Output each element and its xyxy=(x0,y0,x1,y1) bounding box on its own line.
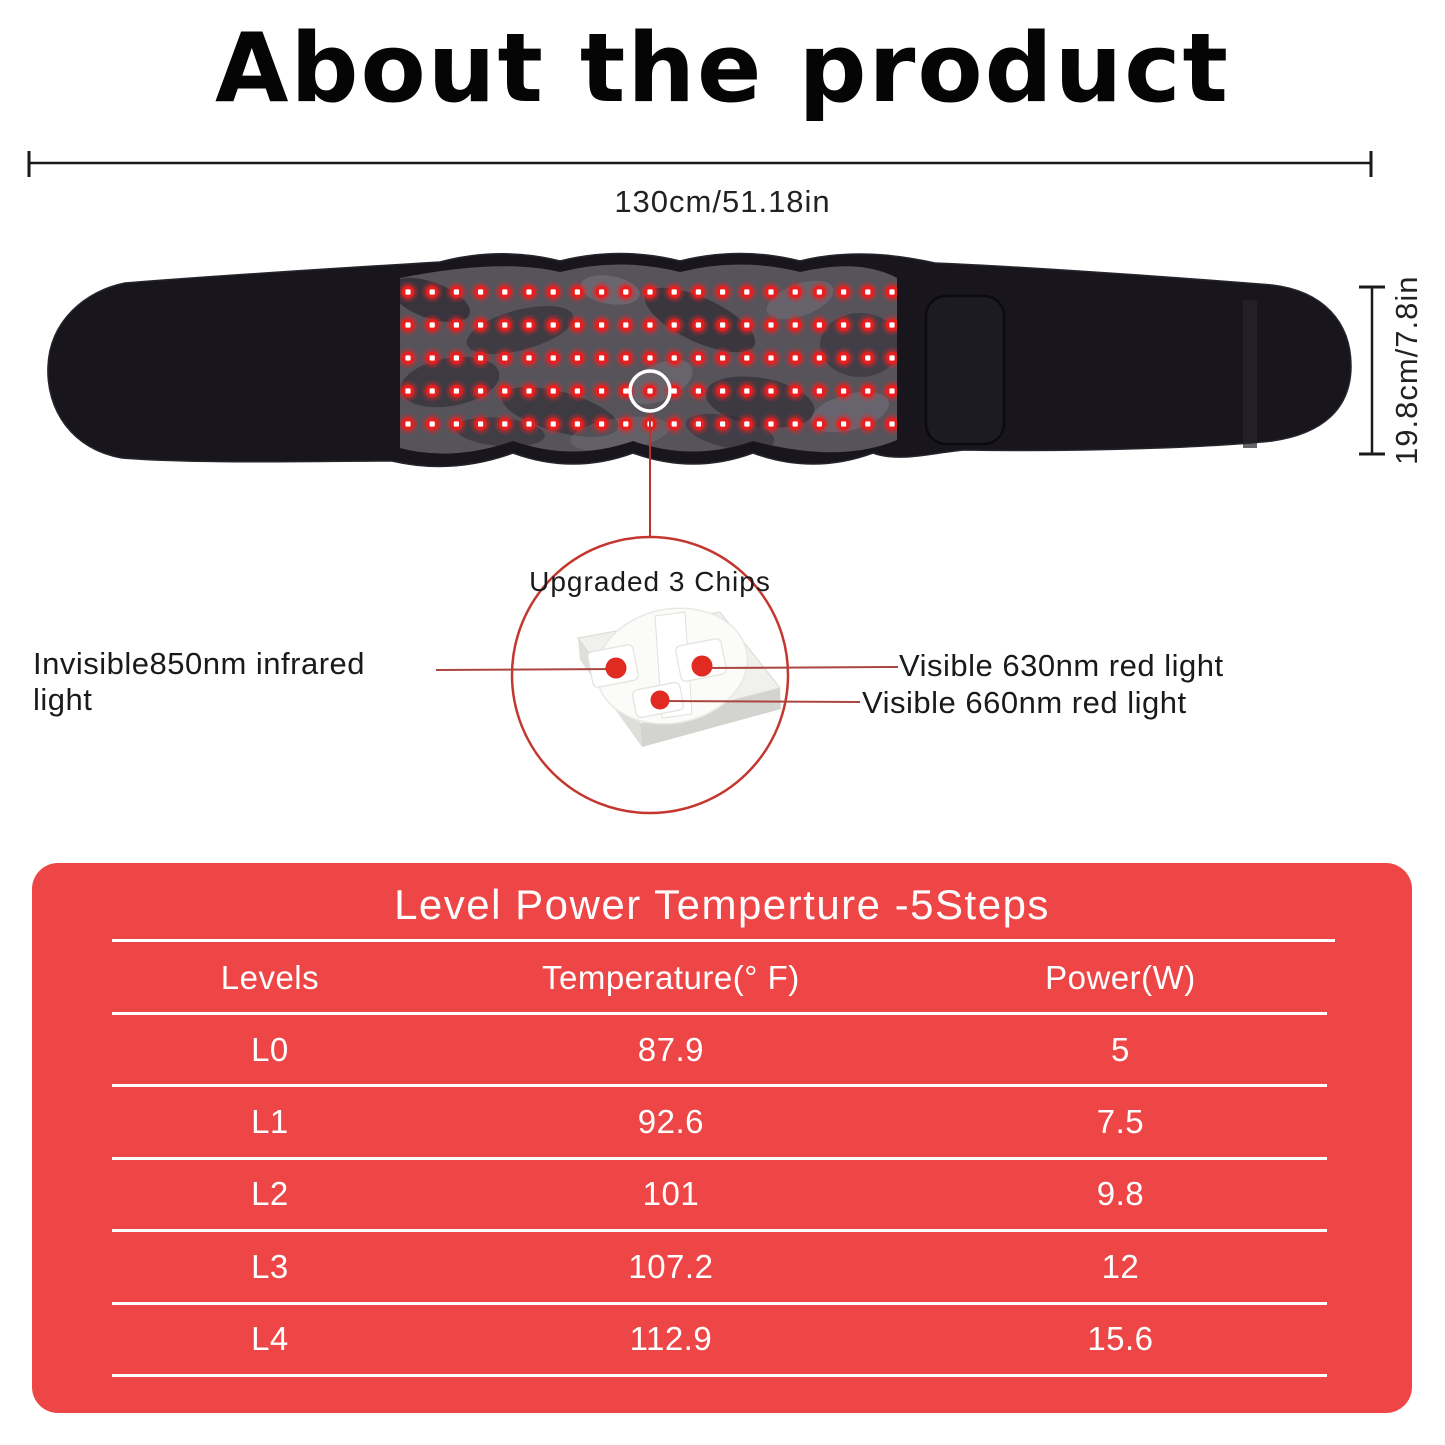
temperature-cell: 101 xyxy=(642,1175,700,1213)
width-dimension-line xyxy=(27,151,1373,177)
height-dimension-label: 19.8cm/7.8in xyxy=(1389,275,1424,465)
column-header-levels: Levels xyxy=(220,959,320,996)
width-dimension-label: 130cm/51.18in xyxy=(614,184,831,219)
power-cell: 15.6 xyxy=(1087,1320,1154,1358)
belt-product-image xyxy=(47,252,1352,536)
table-row: L2 101 9.8 xyxy=(112,1160,1327,1233)
table-row: L1 92.6 7.5 xyxy=(112,1087,1327,1160)
level-cell: L0 xyxy=(251,1030,289,1068)
chip-850nm-dot xyxy=(605,657,627,679)
spec-table-panel: Level Power Temperture -5Steps Levels Te… xyxy=(32,863,1412,1413)
level-cell: L4 xyxy=(251,1320,289,1358)
chip-leader-lines xyxy=(435,666,899,703)
chip-630nm-dot xyxy=(691,655,713,677)
level-cell: L1 xyxy=(251,1103,289,1141)
level-cell: L3 xyxy=(251,1247,289,1285)
power-cell: 12 xyxy=(1101,1247,1140,1285)
chip-660nm-dot xyxy=(650,690,670,710)
red-660nm-label: Visible 660nm red light xyxy=(862,685,1187,720)
red-630nm-label: Visible 630nm red light xyxy=(899,648,1224,683)
led-chip-illustration xyxy=(577,607,781,747)
power-cell: 7.5 xyxy=(1096,1103,1145,1141)
hook-strip xyxy=(1243,300,1257,448)
spec-table-body: L0 87.9 5 L1 92.6 7.5 L2 101 9.8 L3 107.… xyxy=(112,1015,1327,1377)
column-header-power: Power(W) xyxy=(1045,959,1196,996)
table-row: L4 112.9 15.6 xyxy=(112,1305,1327,1377)
power-cell: 9.8 xyxy=(1096,1175,1145,1213)
page-title: About the product xyxy=(215,14,1230,124)
led-highlight-ring xyxy=(628,369,672,413)
chip-diode-dots xyxy=(605,655,713,710)
power-cell: 5 xyxy=(1111,1030,1130,1068)
column-header-temperature: Temperature(° F) xyxy=(542,959,800,996)
temperature-cell: 107.2 xyxy=(628,1247,714,1285)
level-cell: L2 xyxy=(251,1175,289,1213)
spec-table-header: Levels Temperature(° F) Power(W) xyxy=(112,956,1327,1000)
chip-callout-heading: Upgraded 3 Chips xyxy=(529,566,771,597)
height-dimension-line xyxy=(1359,285,1385,456)
chip-detail-circle xyxy=(435,535,899,815)
title-divider xyxy=(112,939,1335,942)
led-grid xyxy=(400,280,897,436)
velcro-patch xyxy=(924,294,1006,446)
table-row: L0 87.9 5 xyxy=(112,1015,1327,1088)
infrared-850nm-label: Invisible850nm infrared light xyxy=(33,646,366,717)
header-divider xyxy=(112,1012,1327,1015)
table-row: L3 107.2 12 xyxy=(112,1232,1327,1305)
temperature-cell: 87.9 xyxy=(637,1030,704,1068)
spec-table-title: Level Power Temperture -5Steps xyxy=(394,881,1050,928)
temperature-cell: 112.9 xyxy=(629,1320,713,1358)
temperature-cell: 92.6 xyxy=(637,1103,704,1141)
